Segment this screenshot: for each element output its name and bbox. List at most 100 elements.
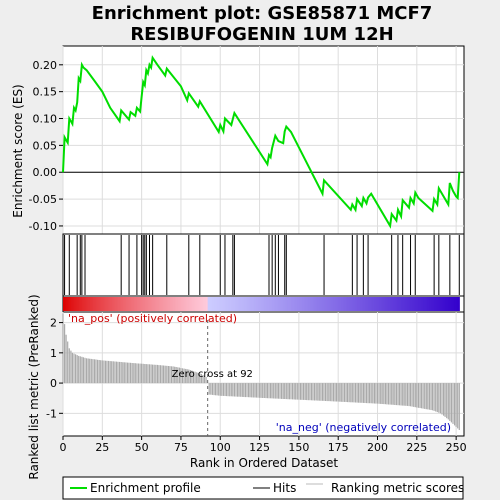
- heat-bar-cell: [191, 297, 195, 311]
- heat-bar-cell: [435, 297, 438, 311]
- heat-bar-cell: [342, 297, 346, 311]
- heat-bar-cell: [402, 297, 405, 311]
- heat-bar-cell: [325, 297, 328, 311]
- heat-bar-cell: [209, 297, 212, 311]
- heat-bar-cell: [385, 297, 388, 311]
- heat-bar-cell: [133, 297, 136, 311]
- heat-bar-cell: [206, 297, 209, 311]
- heat-bar-cell: [96, 297, 99, 311]
- heat-bar-cell: [350, 297, 353, 311]
- x-tick-label: 150: [288, 441, 309, 454]
- heat-bar-cell: [125, 297, 129, 311]
- heat-bar-cell: [75, 297, 78, 311]
- heat-bar-cell: [232, 297, 236, 311]
- legend-rank-label: Ranking metric scores: [331, 481, 464, 495]
- heat-bar-cell: [160, 297, 163, 311]
- heat-bar-cell: [358, 297, 361, 311]
- heat-bar-cell: [418, 297, 421, 311]
- heat-bar-cell: [269, 297, 272, 311]
- heat-bar-cell: [149, 297, 152, 311]
- heat-bar-cell: [327, 297, 330, 311]
- heat-bar-cell: [121, 297, 124, 311]
- hits-plot-area: [62, 233, 465, 297]
- heat-bar-cell: [81, 297, 85, 311]
- heat-bar-cell: [138, 297, 141, 311]
- heat-bar-cell: [366, 297, 369, 311]
- heat-bar-cell: [116, 297, 119, 311]
- heat-bar-cell: [107, 297, 110, 311]
- rank-y-axis-label: Ranked list metric (PreRanked): [27, 294, 41, 479]
- heat-bar-cell: [196, 297, 199, 311]
- heat-bar-cell: [242, 297, 245, 311]
- heat-bar-cell: [330, 297, 333, 311]
- heat-bar-cell: [215, 297, 218, 311]
- heat-bar-cell: [165, 297, 168, 311]
- heat-bar-cell: [229, 297, 232, 311]
- heat-bar-cell: [427, 297, 430, 311]
- heat-bar-cell: [166, 297, 169, 311]
- x-tick-label: 250: [446, 441, 467, 454]
- es-y-tick-label: -0.10: [29, 220, 57, 233]
- heat-bar-cell: [320, 297, 324, 311]
- heat-bar-cell: [185, 297, 188, 311]
- heat-bar-cell: [141, 297, 144, 311]
- heat-bar-cell: [432, 297, 435, 311]
- heat-bar-cell: [202, 297, 206, 311]
- heat-bar-cell: [363, 297, 366, 311]
- heat-bar-cell: [256, 297, 259, 311]
- heat-bar-cell: [180, 297, 184, 311]
- heat-bar-cell: [270, 297, 273, 311]
- heat-bar-cell: [92, 297, 96, 311]
- heat-bar-cell: [324, 297, 327, 311]
- heat-bar-cell: [272, 297, 275, 311]
- heat-bar-cell: [113, 297, 116, 311]
- heat-bar-cell: [245, 297, 248, 311]
- enrichment-profile-line: [62, 55, 461, 229]
- heat-bar-cell: [335, 297, 338, 311]
- heat-bar-cell: [173, 297, 176, 311]
- heat-bar-cell: [69, 297, 72, 311]
- heat-bar-cell: [239, 297, 242, 311]
- legend-enrichment-label: Enrichment profile: [90, 481, 201, 495]
- x-tick-label: 75: [174, 441, 188, 454]
- heat-bar-cell: [174, 297, 177, 311]
- heat-bar-cell: [127, 297, 130, 311]
- heat-bar-cell: [368, 297, 371, 311]
- heat-bar-cell: [316, 297, 319, 311]
- chart-title-line1: Enrichment plot: GSE85871 MCF7: [92, 3, 433, 24]
- heat-bar-cell: [254, 297, 258, 311]
- heat-bar-cell: [287, 297, 291, 311]
- heat-bar-cell: [187, 297, 190, 311]
- heat-bar-cell: [182, 297, 185, 311]
- heat-bar-cell: [184, 297, 187, 311]
- heat-bar-cell: [419, 297, 423, 311]
- heat-bar-cell: [188, 297, 191, 311]
- heat-bar-cell: [298, 297, 302, 311]
- heat-bar-cell: [303, 297, 306, 311]
- heat-bar-cell: [309, 297, 313, 311]
- heat-bar-cell: [171, 297, 174, 311]
- heat-bar-cell: [74, 297, 77, 311]
- heat-bar-cell: [158, 297, 162, 311]
- heat-bar-cell: [333, 297, 336, 311]
- heat-bar-cell: [91, 297, 94, 311]
- heat-bar-cell: [97, 297, 100, 311]
- heat-bar-cell: [237, 297, 240, 311]
- heat-bar-cell: [224, 297, 228, 311]
- heat-bar-cell: [375, 297, 379, 311]
- heat-bar-cell: [421, 297, 424, 311]
- heat-bar-cell: [259, 297, 262, 311]
- heat-bar-cell: [273, 297, 276, 311]
- heat-bar-cell: [283, 297, 286, 311]
- heat-bar-cell: [408, 297, 412, 311]
- heat-bar-cell: [380, 297, 383, 311]
- heat-bar-cell: [424, 297, 427, 311]
- heat-bar-cell: [110, 297, 113, 311]
- heat-bar-cell: [217, 297, 220, 311]
- heat-bar-cell: [434, 297, 437, 311]
- heat-bar-cell: [286, 297, 289, 311]
- heat-bar-cell: [360, 297, 363, 311]
- heat-bar-cell: [388, 297, 391, 311]
- heat-bar-cell: [212, 297, 215, 311]
